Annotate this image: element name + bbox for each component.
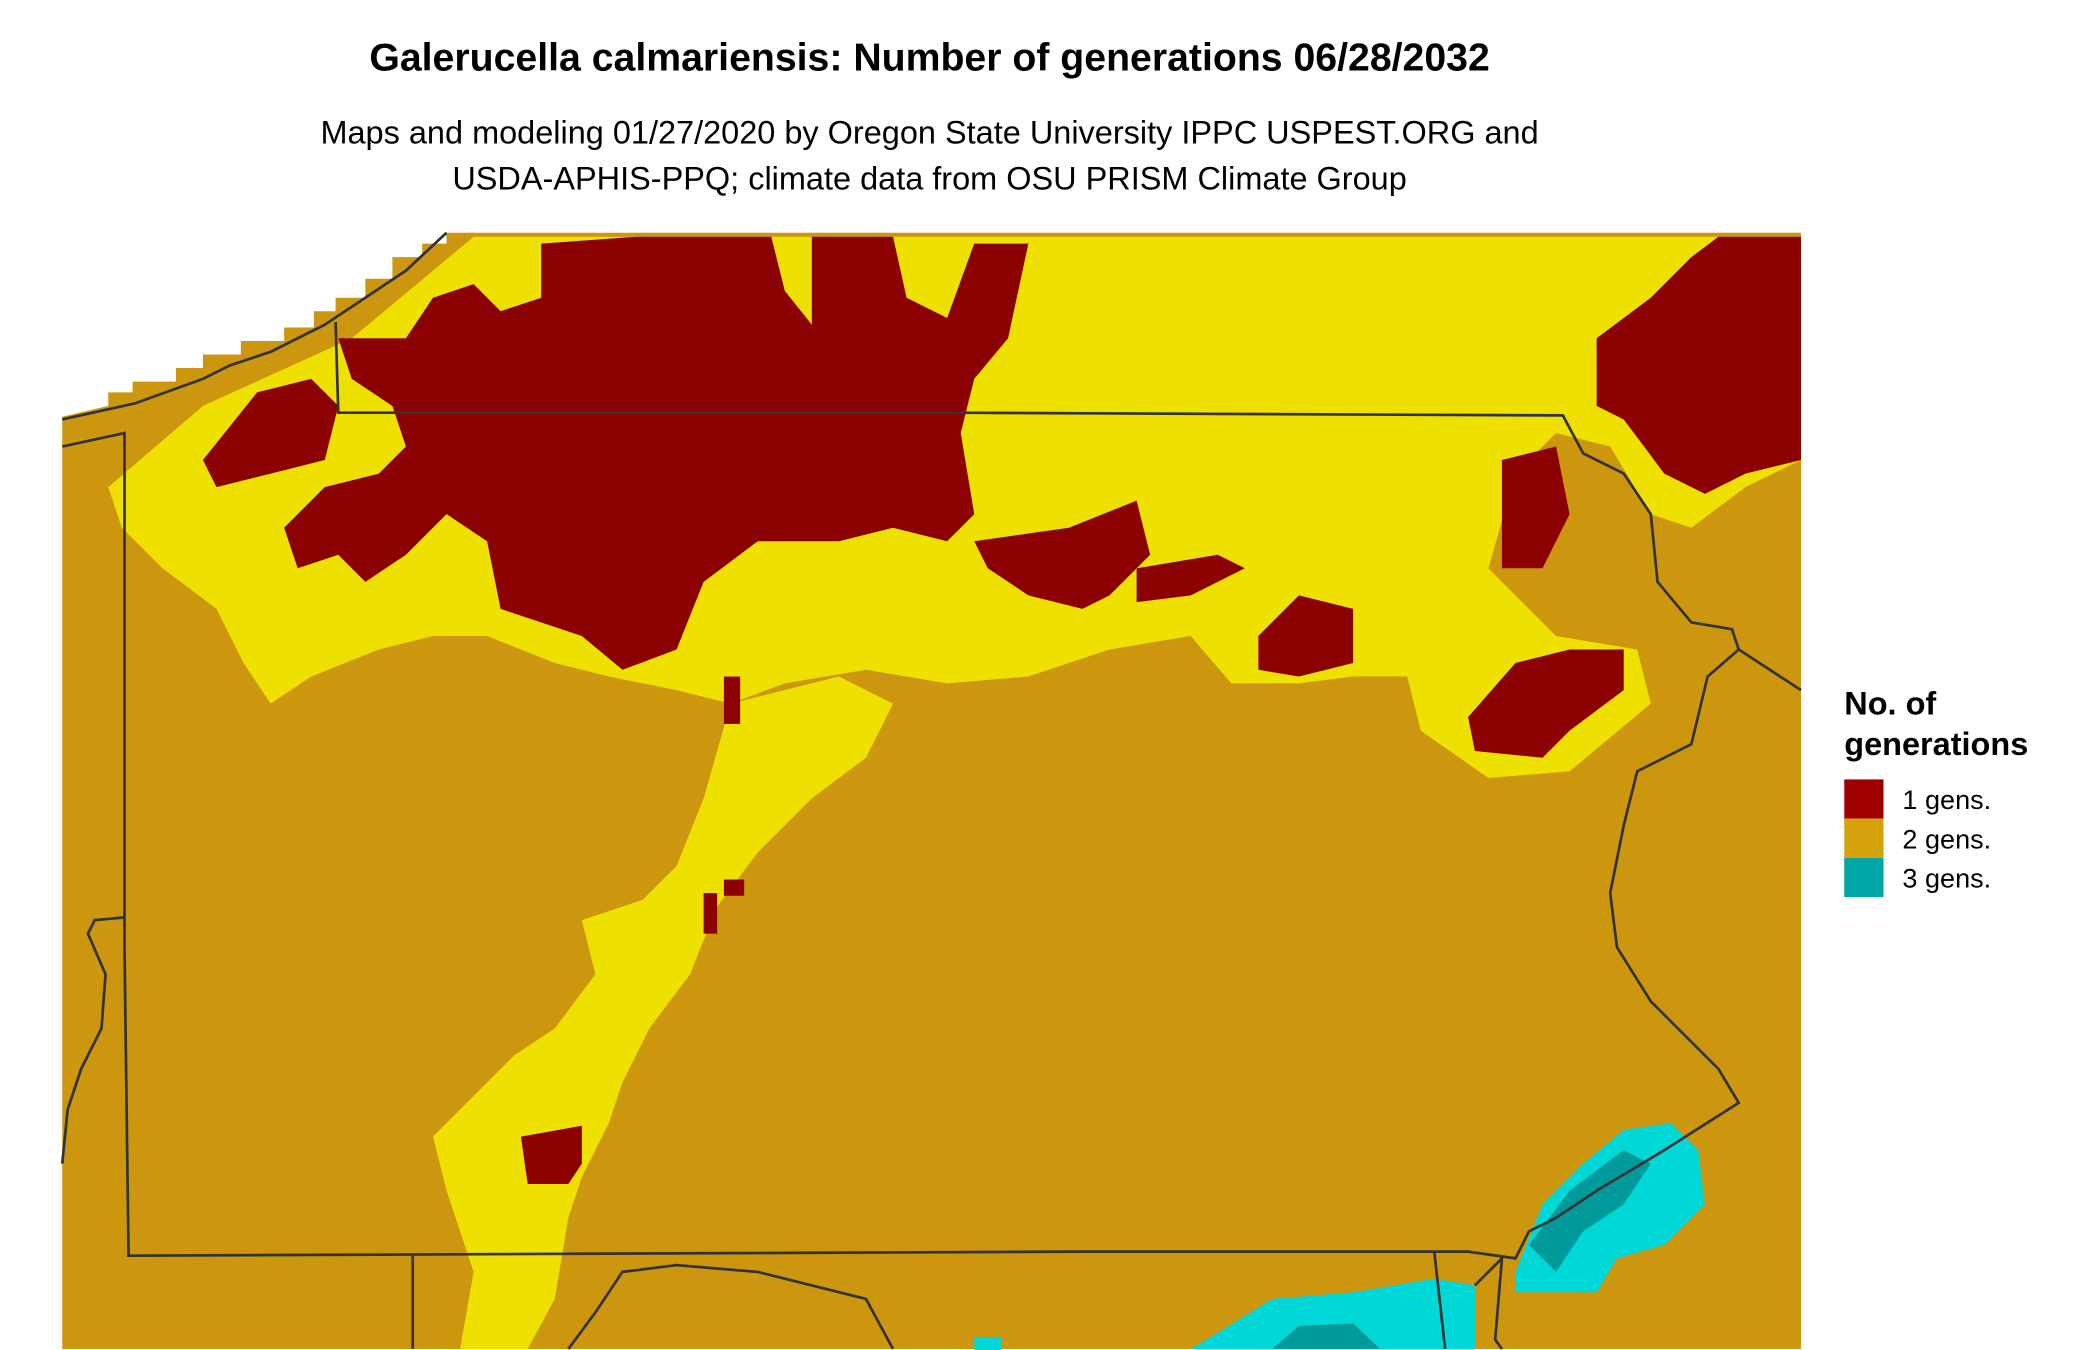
legend-swatch (1844, 857, 1884, 898)
legend-label: 1 gens. (1902, 785, 1991, 815)
raster-3-gens (974, 1123, 1705, 1350)
raster-1-gens (202, 236, 1801, 1184)
legend-label: 2 gens. (1902, 824, 1991, 854)
map-title: Galerucella calmariensis: Number of gene… (369, 35, 1489, 79)
map-subtitle: USDA-APHIS-PPQ; climate data from OSU PR… (452, 160, 1406, 196)
legend-swatch (1844, 779, 1884, 819)
legend-title: No. of (1844, 685, 1936, 721)
legend-swatch (1844, 818, 1884, 858)
legend: No. of generations 1 gens. 2 gens. 3 gens. (1844, 685, 2028, 898)
legend-label: 3 gens. (1902, 864, 1991, 894)
map-subtitle: Maps and modeling 01/27/2020 by Oregon S… (320, 114, 1538, 150)
legend-title: generations (1844, 726, 2028, 762)
state-borders (60, 231, 1802, 1350)
map (60, 231, 1802, 1350)
